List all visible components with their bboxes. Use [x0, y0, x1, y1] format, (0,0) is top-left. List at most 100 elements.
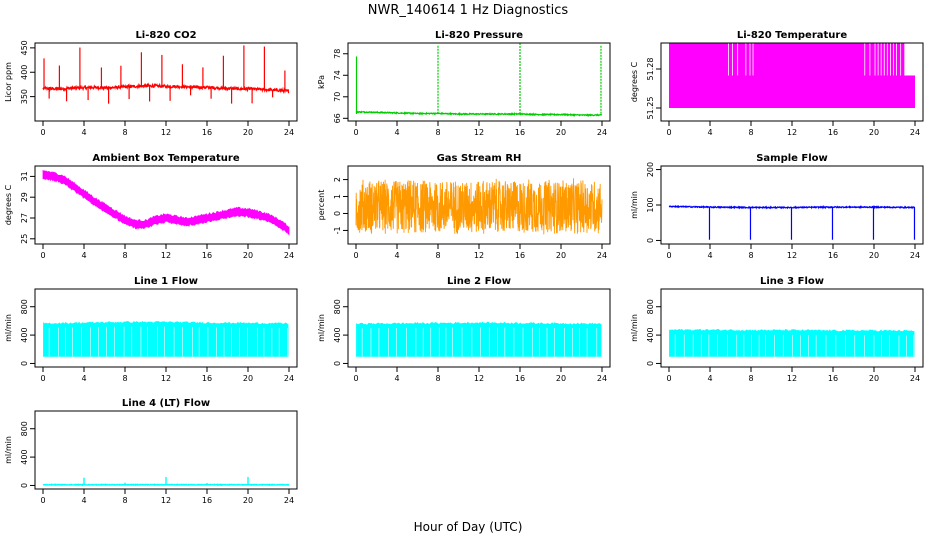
line2-ytick-label: 400 — [333, 327, 342, 342]
box_temp-data — [42, 169, 290, 236]
panel-line4: Line 4 (LT) Flow ml/min 0 4 8 12 16 20 24 0 400 800 — [4, 398, 298, 505]
pressure-series-line — [355, 110, 602, 118]
box_temp-xtick-label: 8 — [122, 251, 127, 260]
line1-ytick-label: 800 — [20, 299, 29, 314]
licor_temp-ylabel: degrees C — [630, 61, 639, 102]
sample_flow-xtick-label: 8 — [748, 251, 753, 260]
licor_temp-title: Li-820 Temperature — [737, 30, 847, 41]
line2-ytick-label: 800 — [333, 299, 342, 314]
rh-ylabel: percent — [317, 190, 326, 221]
licor-temp-step — [904, 43, 915, 76]
line3-ytick-label: 400 — [646, 327, 655, 342]
licor_temp-xtick-label: 0 — [666, 128, 671, 137]
box_temp-xtick-label: 16 — [202, 251, 212, 260]
rh-xtick-label: 16 — [515, 251, 525, 260]
co2-ytick-label: 400 — [20, 65, 29, 80]
co2-xtick-label: 16 — [202, 128, 212, 137]
line1-ytick-label: 0 — [20, 361, 29, 366]
line2-ylabel: ml/min — [317, 314, 326, 342]
pressure-ytick-label: 78 — [333, 49, 342, 59]
pressure-xtick-label: 12 — [474, 128, 484, 137]
co2-series-line — [42, 82, 290, 95]
pressure-xtick-label: 16 — [515, 128, 525, 137]
line3-flow-band — [669, 328, 915, 357]
licor_temp-ytick-label: 51.25 — [646, 97, 655, 120]
panel-co2: Li-820 CO2 Licor ppm 0 4 8 12 16 20 24 350 400 450 — [4, 30, 298, 137]
licor_temp-ytick-label: 51.28 — [646, 58, 655, 81]
line4-ytick-label: 0 — [20, 483, 29, 488]
box_temp-ylabel: degrees C — [4, 184, 13, 225]
rh-ytick-label: 2 — [333, 177, 342, 182]
rh-data — [355, 178, 603, 235]
line3-xtick-label: 12 — [787, 374, 797, 383]
box_temp-ytick-label: 27 — [20, 213, 29, 223]
rh-xtick-label: 4 — [394, 251, 399, 260]
line2-xtick-label: 16 — [515, 374, 525, 383]
line3-xtick-label: 16 — [828, 374, 838, 383]
pressure-title: Li-820 Pressure — [435, 30, 523, 41]
line3-ytick-label: 0 — [646, 361, 655, 366]
pressure-frame — [347, 42, 611, 122]
sample_flow-xtick-label: 4 — [707, 251, 712, 260]
licor_temp-xtick-label: 8 — [748, 128, 753, 137]
sample_flow-ytick-label: 200 — [646, 162, 655, 177]
pressure-xtick-label: 8 — [435, 128, 440, 137]
licor_temp-xtick-label: 16 — [828, 128, 838, 137]
line4-xtick-label: 20 — [243, 496, 253, 505]
line1-ylabel: ml/min — [4, 314, 13, 342]
pressure-xtick-label: 0 — [353, 128, 358, 137]
line2-xtick-label: 8 — [435, 374, 440, 383]
box_temp-ytick-label: 29 — [20, 192, 29, 202]
co2-xtick-label: 8 — [122, 128, 127, 137]
line4-ylabel: ml/min — [4, 436, 13, 464]
line3-xtick-label: 0 — [666, 374, 671, 383]
pressure-xtick-label: 20 — [556, 128, 566, 137]
line4-xtick-label: 4 — [81, 496, 86, 505]
sample_flow-xtick-label: 24 — [910, 251, 920, 260]
figure-title: NWR_140614 1 Hz Diagnostics — [368, 3, 569, 18]
licor_temp-xtick-label: 12 — [787, 128, 797, 137]
line1-title: Line 1 Flow — [134, 276, 198, 287]
licor_temp-xtick-label: 4 — [707, 128, 712, 137]
rh-ytick-label: -1 — [333, 226, 342, 234]
box_temp-ytick-label: 25 — [20, 234, 29, 244]
line1-data — [43, 320, 289, 357]
line3-xtick-label: 4 — [707, 374, 712, 383]
rh-xtick-label: 24 — [597, 251, 607, 260]
box_temp-xtick-label: 20 — [243, 251, 253, 260]
line4-xtick-label: 24 — [284, 496, 294, 505]
line1-xtick-label: 8 — [122, 374, 127, 383]
pressure-data — [355, 43, 602, 118]
licor-temp-band — [669, 43, 915, 108]
line1-xtick-label: 20 — [243, 374, 253, 383]
line2-xtick-label: 12 — [474, 374, 484, 383]
co2-data — [42, 45, 290, 104]
co2-xtick-label: 12 — [161, 128, 171, 137]
rh-xtick-label: 8 — [435, 251, 440, 260]
sample_flow-xtick-label: 12 — [787, 251, 797, 260]
line2-xtick-label: 4 — [394, 374, 399, 383]
sample_flow-ytick-label: 100 — [646, 197, 655, 212]
co2-frame — [34, 42, 298, 122]
co2-xtick-label: 20 — [243, 128, 253, 137]
co2-xtick-label: 0 — [40, 128, 45, 137]
line4-xtick-label: 8 — [122, 496, 127, 505]
line3-title: Line 3 Flow — [760, 276, 824, 287]
line4-xtick-label: 16 — [202, 496, 212, 505]
sample_flow-xtick-label: 20 — [869, 251, 879, 260]
box_temp-xtick-label: 0 — [40, 251, 45, 260]
co2-xtick-label: 4 — [81, 128, 86, 137]
box_temp-xtick-label: 24 — [284, 251, 294, 260]
panel-box_temp: Ambient Box Temperature degrees C 0 4 8 12 16 2… — [4, 153, 298, 260]
line2-xtick-label: 0 — [353, 374, 358, 383]
x-axis-label: Hour of Day (UTC) — [414, 520, 523, 534]
line4-ytick-label: 800 — [20, 421, 29, 436]
sample_flow-xtick-label: 0 — [666, 251, 671, 260]
licor_temp-data — [669, 43, 915, 108]
line3-xtick-label: 20 — [869, 374, 879, 383]
panel-line3: Line 3 Flow ml/min 0 4 8 12 16 20 24 0 400 800 — [630, 276, 924, 383]
line1-xtick-label: 24 — [284, 374, 294, 383]
pressure-ytick-label: 66 — [333, 113, 342, 123]
panel-licor_temp: Li-820 Temperature degrees C 0 4 8 12 16 20 24 51… — [630, 30, 924, 137]
